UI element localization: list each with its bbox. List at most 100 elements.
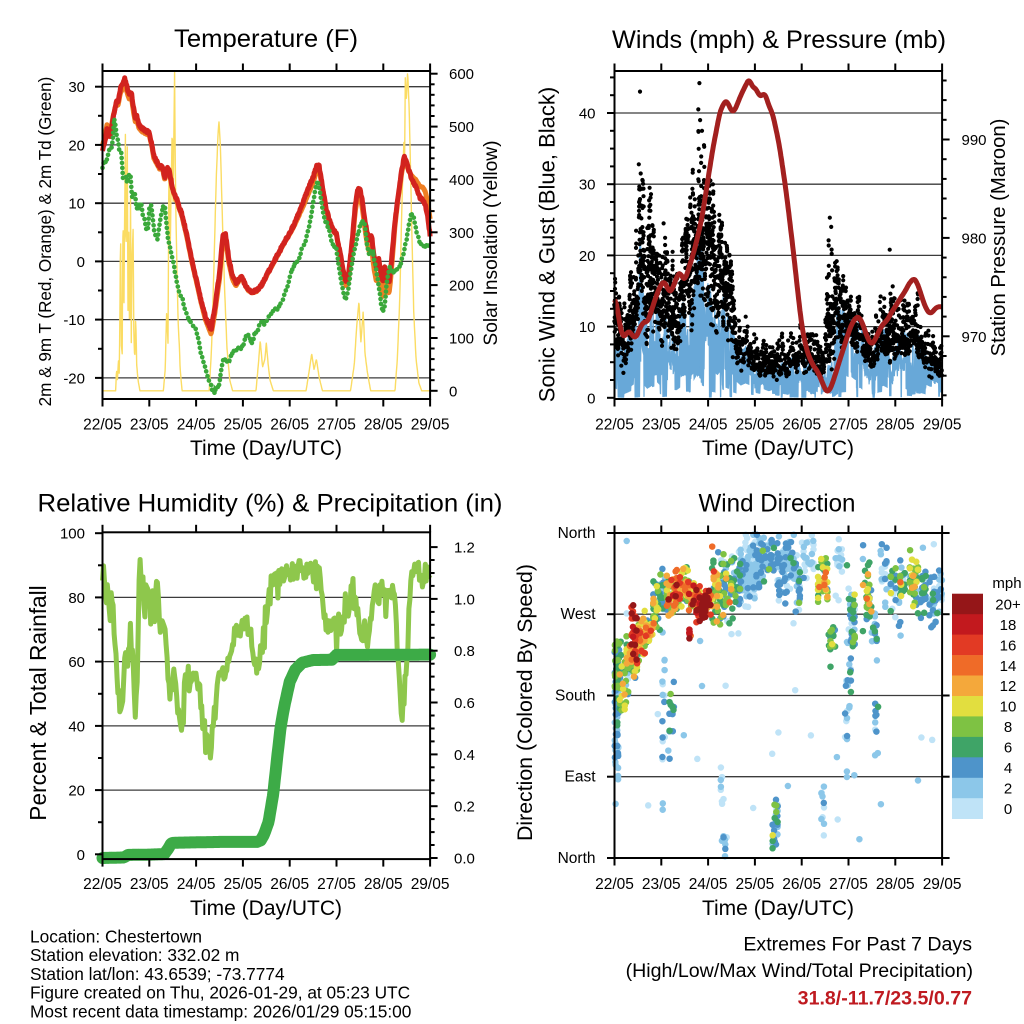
svg-text:25/05: 25/05 [224, 876, 263, 893]
svg-text:Wind Direction: Wind Direction [699, 491, 856, 518]
svg-text:Sonic Wind & Gust (Blue, Black: Sonic Wind & Gust (Blue, Black) [535, 87, 560, 402]
svg-text:22/05: 22/05 [83, 876, 122, 893]
svg-text:22/05: 22/05 [595, 876, 634, 893]
svg-text:East: East [564, 769, 596, 786]
svg-text:40: 40 [579, 106, 596, 123]
svg-text:0: 0 [449, 383, 457, 400]
svg-text:500: 500 [449, 119, 474, 136]
svg-text:100: 100 [60, 526, 85, 543]
svg-text:23/05: 23/05 [130, 876, 169, 893]
svg-text:23/05: 23/05 [642, 876, 681, 893]
svg-text:0.8: 0.8 [454, 643, 475, 660]
svg-text:990: 990 [962, 132, 987, 149]
svg-text:Location: Chestertown: Location: Chestertown [30, 926, 202, 946]
svg-text:27/05: 27/05 [317, 876, 356, 893]
svg-text:North: North [558, 525, 596, 542]
svg-text:Most recent data timestamp: 20: Most recent data timestamp: 2026/01/29 0… [30, 1001, 411, 1021]
svg-text:29/05: 29/05 [411, 416, 450, 433]
svg-text:60: 60 [68, 654, 85, 671]
svg-text:Station Pressure (Maroon): Station Pressure (Maroon) [988, 119, 1010, 357]
svg-text:24/05: 24/05 [177, 416, 216, 433]
svg-text:28/05: 28/05 [876, 876, 915, 893]
svg-text:Station lat/lon: 43.6539; -73.: Station lat/lon: 43.6539; -73.7774 [30, 964, 285, 984]
svg-text:0.6: 0.6 [454, 695, 475, 712]
svg-text:27/05: 27/05 [317, 416, 356, 433]
svg-text:26/05: 26/05 [270, 876, 309, 893]
svg-text:2m & 9m T (Red, Orange) & 2m T: 2m & 9m T (Red, Orange) & 2m Td (Green) [36, 77, 55, 407]
svg-text:Direction (Colored By Speed): Direction (Colored By Speed) [513, 564, 537, 841]
svg-text:1.2: 1.2 [454, 540, 475, 557]
svg-text:Figure created on Thu, 2026-01: Figure created on Thu, 2026-01-29, at 05… [30, 983, 410, 1003]
svg-text:West: West [560, 606, 596, 623]
svg-text:29/05: 29/05 [923, 416, 962, 433]
svg-text:20+: 20+ [995, 596, 1021, 613]
svg-text:6: 6 [1004, 740, 1012, 757]
svg-text:100: 100 [449, 331, 474, 348]
svg-text:0.0: 0.0 [454, 851, 475, 868]
svg-text:Winds (mph) & Pressure (mb): Winds (mph) & Pressure (mb) [612, 26, 946, 54]
svg-text:980: 980 [962, 230, 987, 247]
svg-text:12: 12 [1000, 678, 1017, 695]
svg-text:8: 8 [1004, 719, 1012, 736]
svg-text:24/05: 24/05 [689, 416, 728, 433]
svg-text:30: 30 [579, 177, 596, 194]
svg-text:29/05: 29/05 [923, 876, 962, 893]
svg-text:29/05: 29/05 [411, 876, 450, 893]
svg-text:20: 20 [68, 137, 85, 154]
svg-text:26/05: 26/05 [782, 416, 821, 433]
svg-text:28/05: 28/05 [876, 416, 915, 433]
svg-text:2: 2 [1004, 781, 1012, 798]
svg-text:Station elevation: 332.02 m: Station elevation: 332.02 m [30, 945, 239, 965]
svg-text:Extremes For Past 7 Days: Extremes For Past 7 Days [743, 934, 972, 956]
svg-text:0: 0 [1004, 801, 1012, 818]
svg-text:20: 20 [68, 783, 85, 800]
svg-text:Time (Day/UTC): Time (Day/UTC) [702, 437, 854, 460]
svg-text:0: 0 [77, 254, 85, 271]
svg-text:80: 80 [68, 590, 85, 607]
svg-text:27/05: 27/05 [829, 416, 868, 433]
svg-text:23/05: 23/05 [130, 416, 169, 433]
svg-text:4: 4 [1004, 760, 1012, 777]
svg-text:0.4: 0.4 [454, 747, 475, 764]
svg-text:22/05: 22/05 [595, 416, 634, 433]
svg-text:North: North [558, 850, 596, 867]
svg-text:22/05: 22/05 [83, 416, 122, 433]
svg-text:Time (Day/UTC): Time (Day/UTC) [190, 437, 342, 460]
svg-text:26/05: 26/05 [782, 876, 821, 893]
svg-text:20: 20 [579, 248, 596, 265]
svg-text:28/05: 28/05 [364, 416, 403, 433]
svg-text:Solar Insolation (Yellow): Solar Insolation (Yellow) [481, 140, 502, 345]
svg-text:-10: -10 [63, 312, 85, 329]
svg-text:27/05: 27/05 [829, 876, 868, 893]
svg-text:28/05: 28/05 [364, 876, 403, 893]
svg-text:-20: -20 [63, 370, 85, 387]
svg-text:16: 16 [1000, 637, 1017, 654]
svg-text:Percent & Total Rainfall: Percent & Total Rainfall [25, 585, 51, 820]
svg-text:31.8/-11.7/23.5/0.77: 31.8/-11.7/23.5/0.77 [798, 988, 972, 1010]
svg-text:0.2: 0.2 [454, 799, 475, 816]
svg-text:10: 10 [68, 196, 85, 213]
svg-text:300: 300 [449, 225, 474, 242]
svg-text:30: 30 [68, 79, 85, 96]
svg-text:1.0: 1.0 [454, 591, 475, 608]
svg-text:400: 400 [449, 172, 474, 189]
svg-text:23/05: 23/05 [642, 416, 681, 433]
svg-text:970: 970 [962, 329, 987, 346]
svg-text:26/05: 26/05 [270, 416, 309, 433]
svg-text:600: 600 [449, 66, 474, 83]
svg-text:Relative Humidity (%) & Precip: Relative Humidity (%) & Precipitation (i… [38, 490, 503, 518]
svg-text:Time (Day/UTC): Time (Day/UTC) [702, 897, 854, 920]
svg-text:200: 200 [449, 278, 474, 295]
svg-text:Time (Day/UTC): Time (Day/UTC) [190, 897, 342, 920]
svg-text:14: 14 [1000, 658, 1017, 675]
svg-text:Temperature (F): Temperature (F) [174, 25, 358, 53]
svg-text:24/05: 24/05 [177, 876, 216, 893]
svg-text:25/05: 25/05 [736, 876, 775, 893]
svg-text:25/05: 25/05 [736, 416, 775, 433]
svg-text:24/05: 24/05 [689, 876, 728, 893]
svg-text:0: 0 [77, 847, 85, 864]
svg-text:18: 18 [1000, 617, 1017, 634]
svg-text:(High/Low/Max Wind/Total Preci: (High/Low/Max Wind/Total Precipitation) [626, 960, 973, 982]
svg-text:10: 10 [1000, 699, 1017, 716]
svg-text:0: 0 [587, 390, 595, 407]
